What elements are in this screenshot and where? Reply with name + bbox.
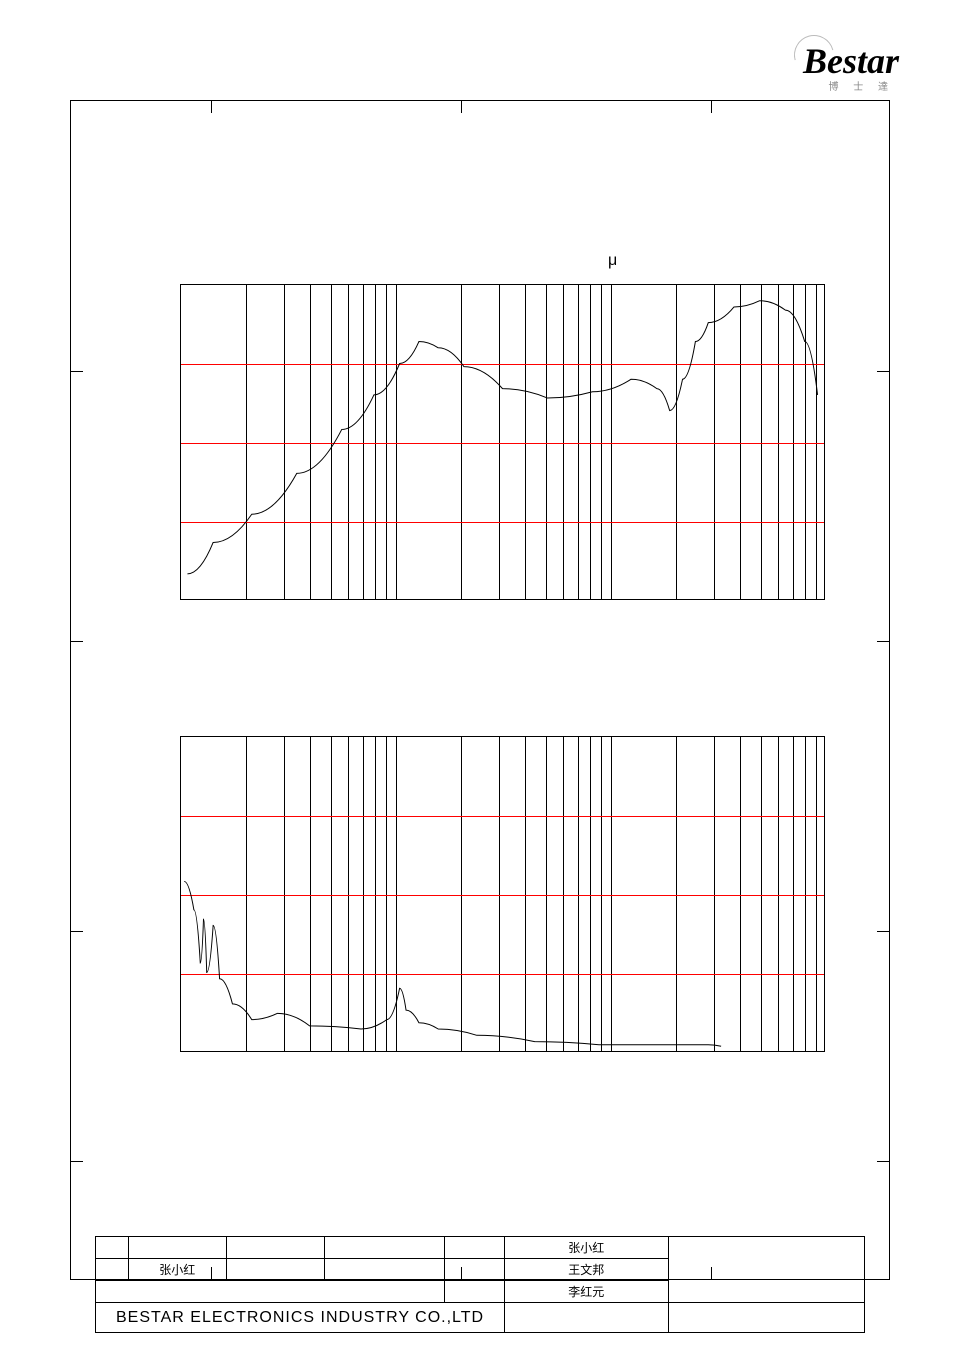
- cell: [505, 1303, 669, 1333]
- secondary-response-chart: [180, 736, 825, 1052]
- cell: [325, 1259, 445, 1281]
- cell: [445, 1281, 505, 1303]
- cell: [445, 1237, 505, 1259]
- drawer-name: 张小红: [128, 1259, 226, 1281]
- cell: [96, 1259, 129, 1281]
- checker-name: 王文邦: [505, 1259, 669, 1281]
- drawing-frame: [70, 100, 890, 1280]
- cell: [445, 1259, 505, 1281]
- title-block: 张小红 张小红 王文邦 李红元 BESTAR ELECTRONICS INDUS…: [95, 1236, 865, 1333]
- cell: [668, 1237, 864, 1303]
- title-row: BESTAR ELECTRONICS INDUSTRY CO.,LTD: [96, 1303, 865, 1333]
- logo-text: Bestar: [803, 40, 899, 82]
- cell: [226, 1259, 324, 1281]
- mu-label: μ: [608, 252, 617, 270]
- cell: [96, 1237, 129, 1259]
- cell: [128, 1237, 226, 1259]
- frequency-response-chart: [180, 284, 825, 600]
- title-row: 张小红: [96, 1237, 865, 1259]
- logo-subtitle: 博 士 達: [828, 78, 894, 93]
- company-name: BESTAR ELECTRONICS INDUSTRY CO.,LTD: [96, 1303, 505, 1333]
- cell: [668, 1303, 864, 1333]
- approver-name: 李红元: [505, 1281, 669, 1303]
- designer-name: 张小红: [505, 1237, 669, 1259]
- cell: [96, 1281, 445, 1303]
- cell: [325, 1237, 445, 1259]
- cell: [226, 1237, 324, 1259]
